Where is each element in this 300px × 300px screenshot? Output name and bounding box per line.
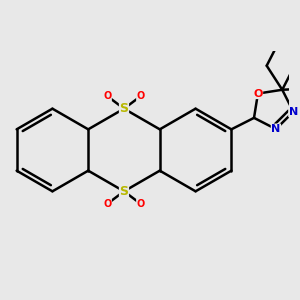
Text: O: O: [103, 199, 111, 209]
Text: O: O: [136, 91, 145, 101]
Text: S: S: [119, 185, 128, 198]
Text: O: O: [103, 91, 111, 101]
Text: O: O: [253, 88, 262, 99]
Text: O: O: [136, 199, 145, 209]
Text: N: N: [271, 124, 280, 134]
Text: S: S: [119, 102, 128, 115]
Text: N: N: [289, 107, 298, 117]
